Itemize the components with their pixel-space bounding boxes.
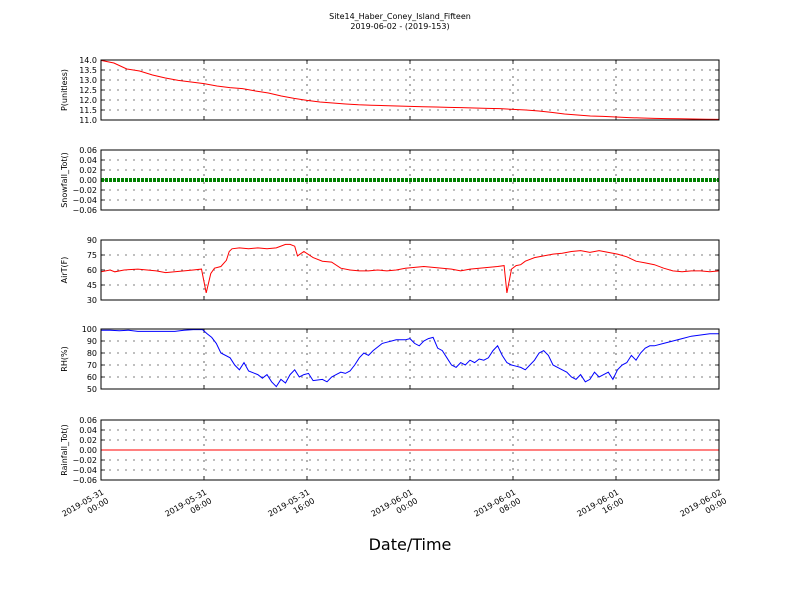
plot-frame bbox=[100, 149, 720, 211]
y-tick-label: 13.5 bbox=[79, 66, 97, 75]
plot-frame bbox=[100, 59, 720, 121]
y-tick-label: −0.04 bbox=[72, 466, 97, 475]
y-tick-label: −0.02 bbox=[72, 456, 97, 465]
y-axis-label: Rainfall_Tot() bbox=[60, 424, 69, 476]
chart-title-line2: 2019-06-02 - (2019-153) bbox=[350, 22, 449, 31]
y-tick-label: 70 bbox=[87, 361, 97, 370]
y-tick-label: 0.04 bbox=[79, 426, 97, 435]
y-tick-label: 0.06 bbox=[79, 146, 97, 155]
x-axis-label: Date/Time bbox=[369, 535, 452, 554]
y-tick-label: 60 bbox=[87, 373, 97, 382]
y-tick-label: 13.0 bbox=[79, 76, 97, 85]
y-tick-label: 80 bbox=[87, 349, 97, 358]
y-tick-label: 100 bbox=[82, 325, 97, 334]
y-tick-label: −0.06 bbox=[72, 476, 97, 485]
y-tick-label: −0.06 bbox=[72, 206, 97, 215]
y-tick-label: 12.0 bbox=[79, 96, 97, 105]
panel-3: 30 45 60 75 90 AirT(F) bbox=[60, 236, 720, 305]
y-axis-label: Snowfall_Tot() bbox=[60, 152, 69, 208]
y-axis-label: AirT(F) bbox=[60, 257, 69, 284]
plot-frame bbox=[100, 419, 720, 481]
y-tick-label: −0.02 bbox=[72, 186, 97, 195]
series-line bbox=[101, 329, 719, 388]
y-axis-label: P(unitless) bbox=[60, 69, 69, 111]
y-tick-label: 75 bbox=[87, 251, 97, 260]
panel-5: −0.06−0.04−0.020.000.020.040.06 Rainfall_… bbox=[60, 416, 720, 485]
panel-4: 50 60 70 80 90 100 RH(%) bbox=[60, 325, 720, 394]
panels-group: 11.011.512.012.513.013.514.0 P(unitless) −… bbox=[60, 56, 720, 485]
y-tick-label: 0.06 bbox=[79, 416, 97, 425]
y-tick-label: 14.0 bbox=[79, 56, 97, 65]
y-tick-label: 11.5 bbox=[79, 106, 97, 115]
series-line bbox=[100, 243, 720, 294]
y-tick-label: 11.0 bbox=[79, 116, 97, 125]
y-tick-label: −0.04 bbox=[72, 196, 97, 205]
panel-1: 11.011.512.012.513.013.514.0 P(unitless) bbox=[60, 56, 720, 125]
y-axis-label: RH(%) bbox=[60, 346, 69, 371]
y-tick-label: 60 bbox=[87, 266, 97, 275]
y-tick-label: 0.02 bbox=[79, 436, 97, 445]
series-line bbox=[100, 59, 720, 120]
plot-frame bbox=[100, 239, 720, 301]
y-tick-label: 0.02 bbox=[79, 166, 97, 175]
y-tick-label: 50 bbox=[87, 385, 97, 394]
y-tick-label: 0.04 bbox=[79, 156, 97, 165]
y-tick-label: 12.5 bbox=[79, 86, 97, 95]
chart-title-line1: Site14_Haber_Coney_Island_Fifteen bbox=[329, 12, 471, 21]
y-tick-label: 90 bbox=[87, 337, 97, 346]
plot-frame bbox=[100, 328, 720, 390]
y-tick-label: 90 bbox=[87, 236, 97, 245]
panel-2: −0.06−0.04−0.020.000.020.040.06 Snowfall_… bbox=[60, 146, 720, 215]
y-tick-label: 0.00 bbox=[79, 446, 97, 455]
y-tick-label: 45 bbox=[87, 281, 97, 290]
y-tick-label: 30 bbox=[87, 296, 97, 305]
y-tick-label: 0.00 bbox=[79, 176, 97, 185]
